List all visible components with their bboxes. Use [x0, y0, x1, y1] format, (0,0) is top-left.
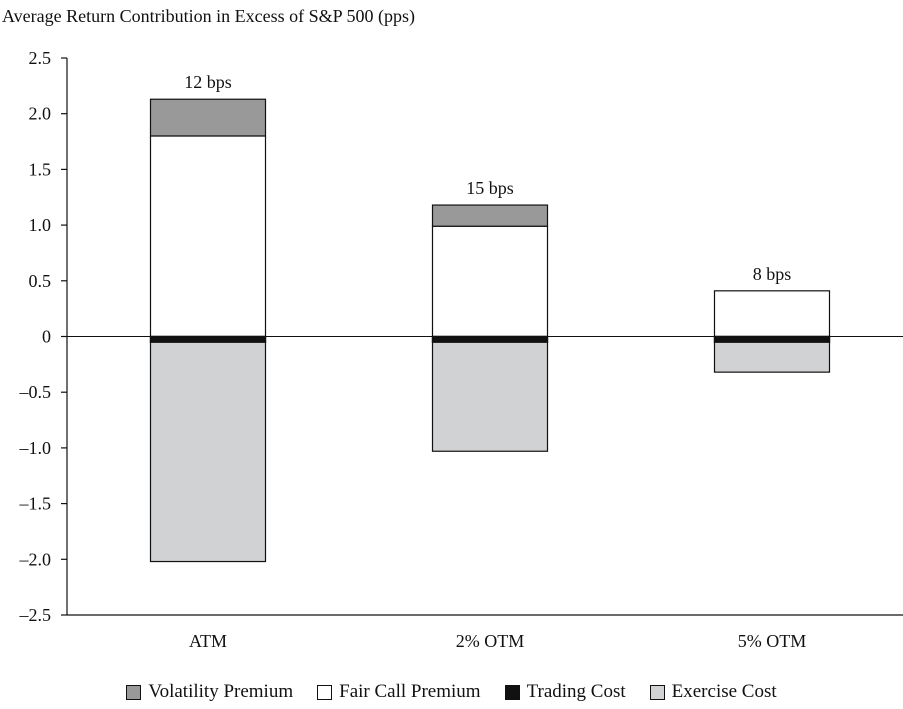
chart-title: Average Return Contribution in Excess of…	[2, 6, 415, 26]
bar-exercise-cost-2-otm	[431, 341, 549, 452]
legend-swatch-trading-cost	[504, 684, 520, 700]
legend-swatch-exercise-cost	[649, 684, 665, 700]
legend-label-fair-call-premium: Fair Call Premium	[339, 681, 481, 702]
bar-trading-cost-5-otm	[713, 335, 831, 343]
legend-label-volatility-premium: Volatility Premium	[148, 681, 294, 702]
bar-annotations: 12 bps 15 bps 8 bps	[184, 72, 791, 284]
bar-fair-call-premium-5-otm	[713, 290, 831, 338]
y-tick-label: –2.0	[19, 549, 52, 569]
bar-annotation: 8 bps	[753, 264, 792, 284]
y-tick-label: 2.0	[29, 104, 52, 124]
legend-item-fair-call-premium: Fair Call Premium	[317, 681, 481, 703]
bar-volatility-premium-2-otm	[431, 204, 549, 227]
y-tick-label: 1.5	[29, 159, 52, 179]
x-tick-label: 5% OTM	[738, 631, 807, 651]
bar-volatility-premium-atm	[149, 98, 267, 137]
plot-frame	[66, 58, 903, 616]
y-tick-label: –1.0	[19, 438, 52, 458]
bar-trading-cost-atm	[149, 335, 267, 343]
legend: Volatility Premium Fair Call Premium Tra…	[0, 681, 903, 703]
bar-fair-call-premium-2-otm	[431, 225, 549, 338]
y-axis: 2.5 2.0 1.5 1.0 0.5 0 –0.5 –1.0 –1.5 –2.0 –2.5	[19, 48, 67, 625]
bar-exercise-cost-5-otm	[713, 341, 831, 373]
legend-label-exercise-cost: Exercise Cost	[671, 681, 777, 702]
bars	[67, 98, 903, 563]
x-tick-label: 2% OTM	[456, 631, 525, 651]
legend-swatch-fair-call-premium	[317, 684, 333, 700]
y-tick-label: –2.5	[19, 605, 52, 625]
bar-fair-call-premium-atm	[149, 135, 267, 338]
x-axis: ATM 2% OTM 5% OTM	[189, 631, 806, 651]
x-tick-label: ATM	[189, 631, 227, 651]
legend-item-exercise-cost: Exercise Cost	[649, 681, 777, 703]
bar-annotation: 12 bps	[184, 72, 232, 92]
y-tick-label: 1.0	[29, 215, 52, 235]
y-tick-label: 2.5	[29, 48, 52, 68]
y-tick-label: 0	[42, 327, 51, 347]
y-tick-label: –0.5	[19, 382, 52, 402]
legend-item-volatility-premium: Volatility Premium	[126, 681, 293, 703]
legend-item-trading-cost: Trading Cost	[504, 681, 626, 703]
bar-trading-cost-2-otm	[431, 335, 549, 343]
bar-exercise-cost-atm	[149, 341, 267, 563]
bar-annotation: 15 bps	[466, 178, 514, 198]
y-tick-label: 0.5	[29, 271, 52, 291]
legend-label-trading-cost: Trading Cost	[526, 681, 626, 702]
legend-swatch-volatility-premium	[126, 684, 142, 700]
y-tick-label: –1.5	[19, 494, 52, 514]
